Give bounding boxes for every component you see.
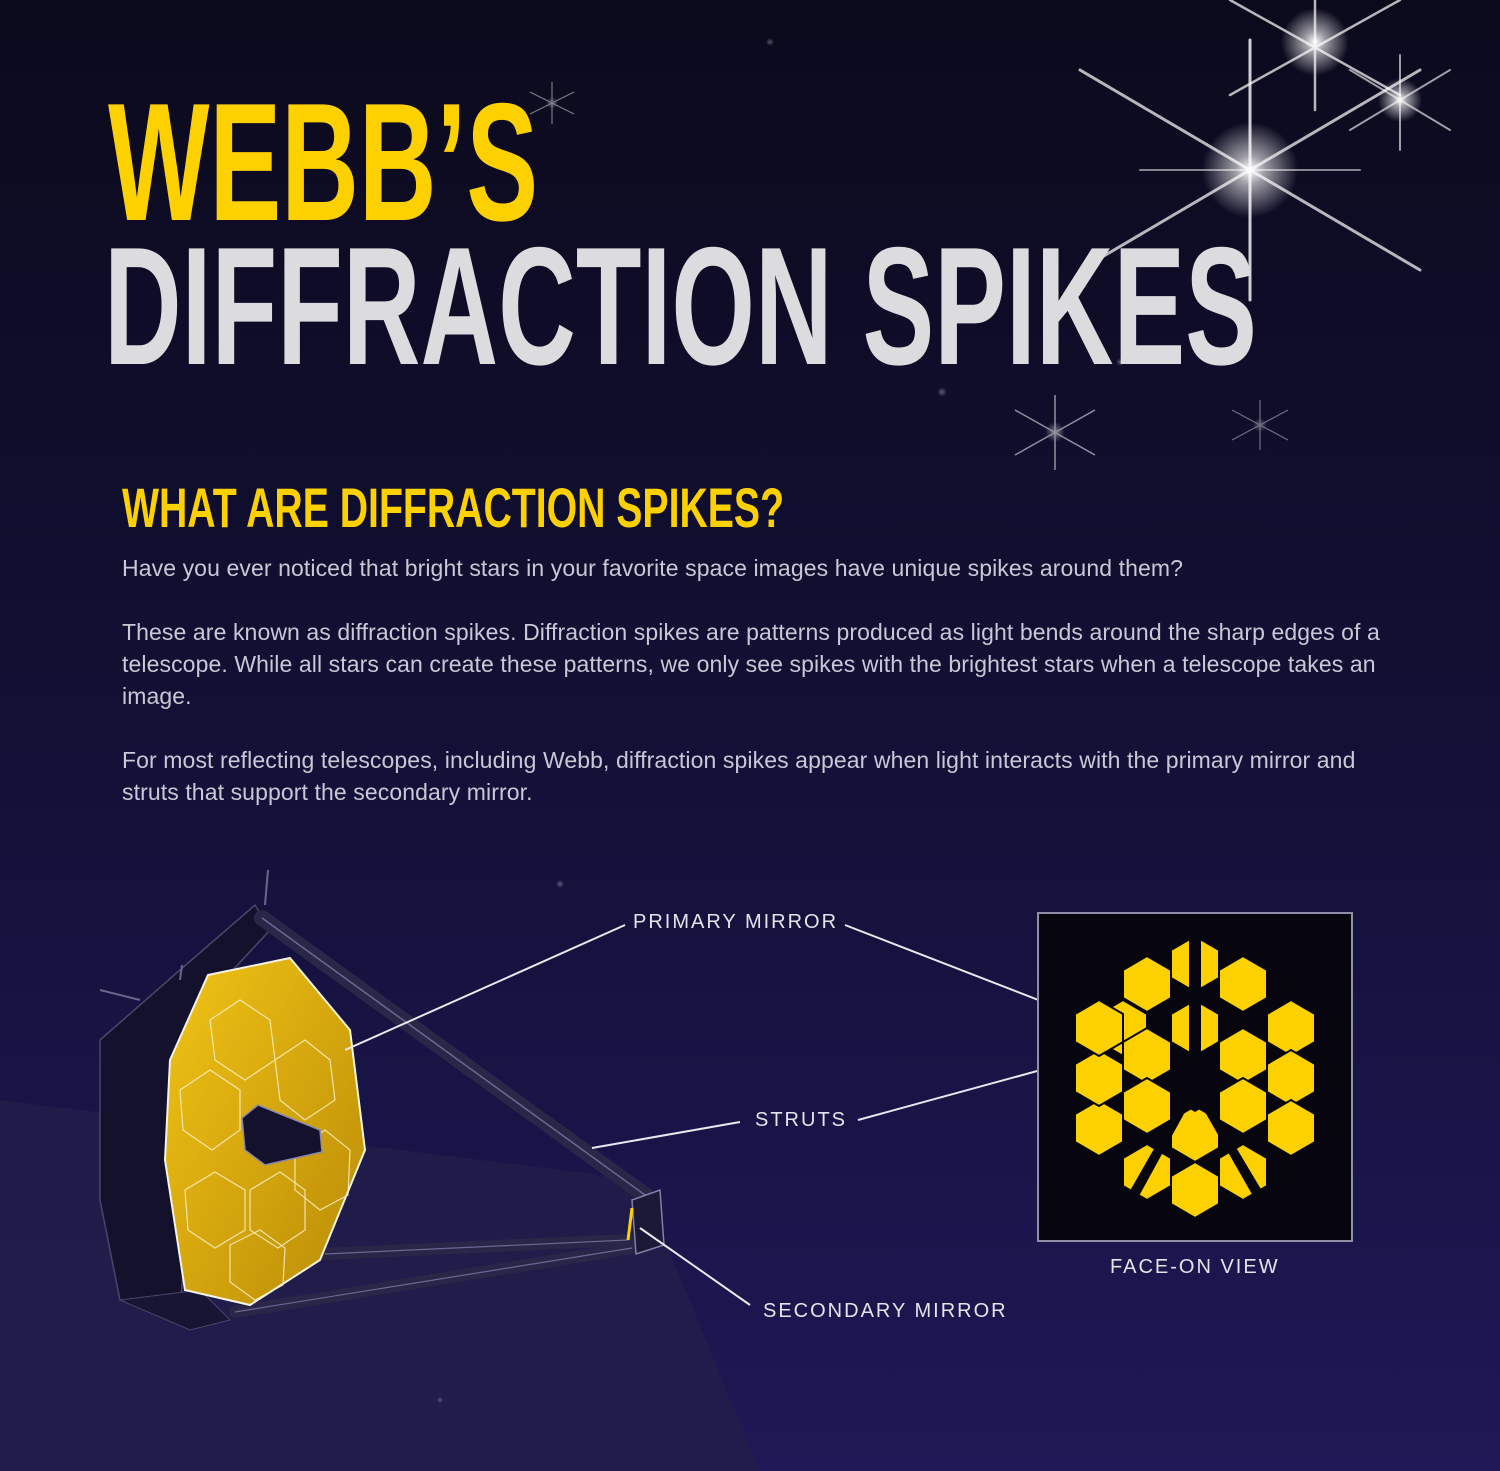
primary-mirror-face-on — [1074, 934, 1316, 1220]
webb-paragraph: For most reflecting telescopes, includin… — [122, 747, 1356, 805]
label-secondary-mirror: SECONDARY MIRROR — [763, 1300, 1008, 1322]
label-primary-mirror: PRIMARY MIRROR — [633, 911, 839, 933]
title-diffraction-spikes: DIFFRACTION SPIKES — [104, 212, 1257, 400]
face-on-view-panel — [1037, 912, 1353, 1242]
title-webbs: WEBB’S — [108, 68, 539, 256]
intro-paragraph: Have you ever noticed that bright stars … — [122, 555, 1184, 581]
bright-star — [1078, 38, 1422, 302]
bright-star — [1228, 0, 1402, 112]
label-face-on-view: FACE-ON VIEW — [1110, 1256, 1280, 1278]
faint-star — [1231, 400, 1289, 450]
webb-telescope-illustration — [99, 869, 665, 1331]
faint-star — [1014, 395, 1096, 470]
faint-star — [529, 82, 575, 124]
section-heading: WHAT ARE DIFFRACTION SPIKES? — [122, 476, 785, 539]
definition-paragraph: These are known as diffraction spikes. D… — [122, 619, 1380, 709]
faint-star — [437, 38, 1124, 1403]
bright-star — [1349, 54, 1451, 151]
label-struts: STRUTS — [755, 1109, 847, 1131]
